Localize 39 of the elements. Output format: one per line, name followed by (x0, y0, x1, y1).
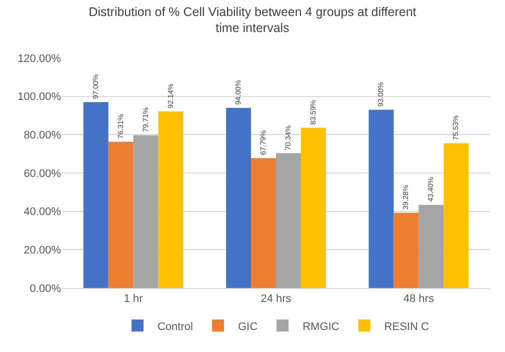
bar (276, 153, 301, 288)
data-label: 43.40% (426, 176, 436, 202)
x-tick-label: 24 hrs (260, 293, 292, 306)
x-tick-label: 48 hrs (403, 293, 434, 306)
data-label: 92.14% (166, 83, 175, 108)
y-tick-label: 60.00% (24, 168, 62, 180)
data-label: 79.71% (140, 106, 150, 132)
legend-label: RMGIC (302, 320, 340, 333)
data-label: 97.00% (90, 74, 100, 100)
y-tick-label: 100.00% (18, 91, 62, 104)
data-label: 83.59% (308, 99, 318, 125)
bar (444, 143, 469, 288)
y-tick-label: 0.00% (30, 282, 62, 295)
data-label: 67.79% (258, 130, 268, 156)
data-label: 76.31% (116, 113, 125, 139)
data-label: 75.53% (451, 114, 460, 140)
bar (418, 204, 444, 288)
data-label: 93.00% (376, 81, 386, 107)
legend-label: Control (158, 320, 193, 333)
bar (158, 111, 184, 288)
bar (368, 110, 394, 288)
legend-label: GIC (238, 320, 258, 333)
bar (251, 158, 276, 288)
bar (133, 135, 158, 288)
bar (83, 102, 108, 288)
y-tick-label: 120.00% (18, 52, 62, 65)
bar (300, 128, 326, 288)
y-tick-label: 80.00% (24, 130, 62, 142)
chart-title: Distribution of % Cell Viability between 4 groups at different time intervals (88, 4, 417, 36)
legend-label: RESIN C (384, 320, 429, 333)
bar (394, 212, 419, 288)
bar (108, 142, 134, 288)
x-tick-label: 1 hr (124, 293, 144, 306)
y-tick-label: 20.00% (24, 244, 62, 257)
bar (226, 108, 252, 288)
y-tick-label: 40.00% (24, 206, 62, 218)
data-label: 39.28% (401, 184, 410, 210)
data-label: 94.00% (234, 80, 243, 105)
data-label: 70.34% (283, 124, 292, 150)
